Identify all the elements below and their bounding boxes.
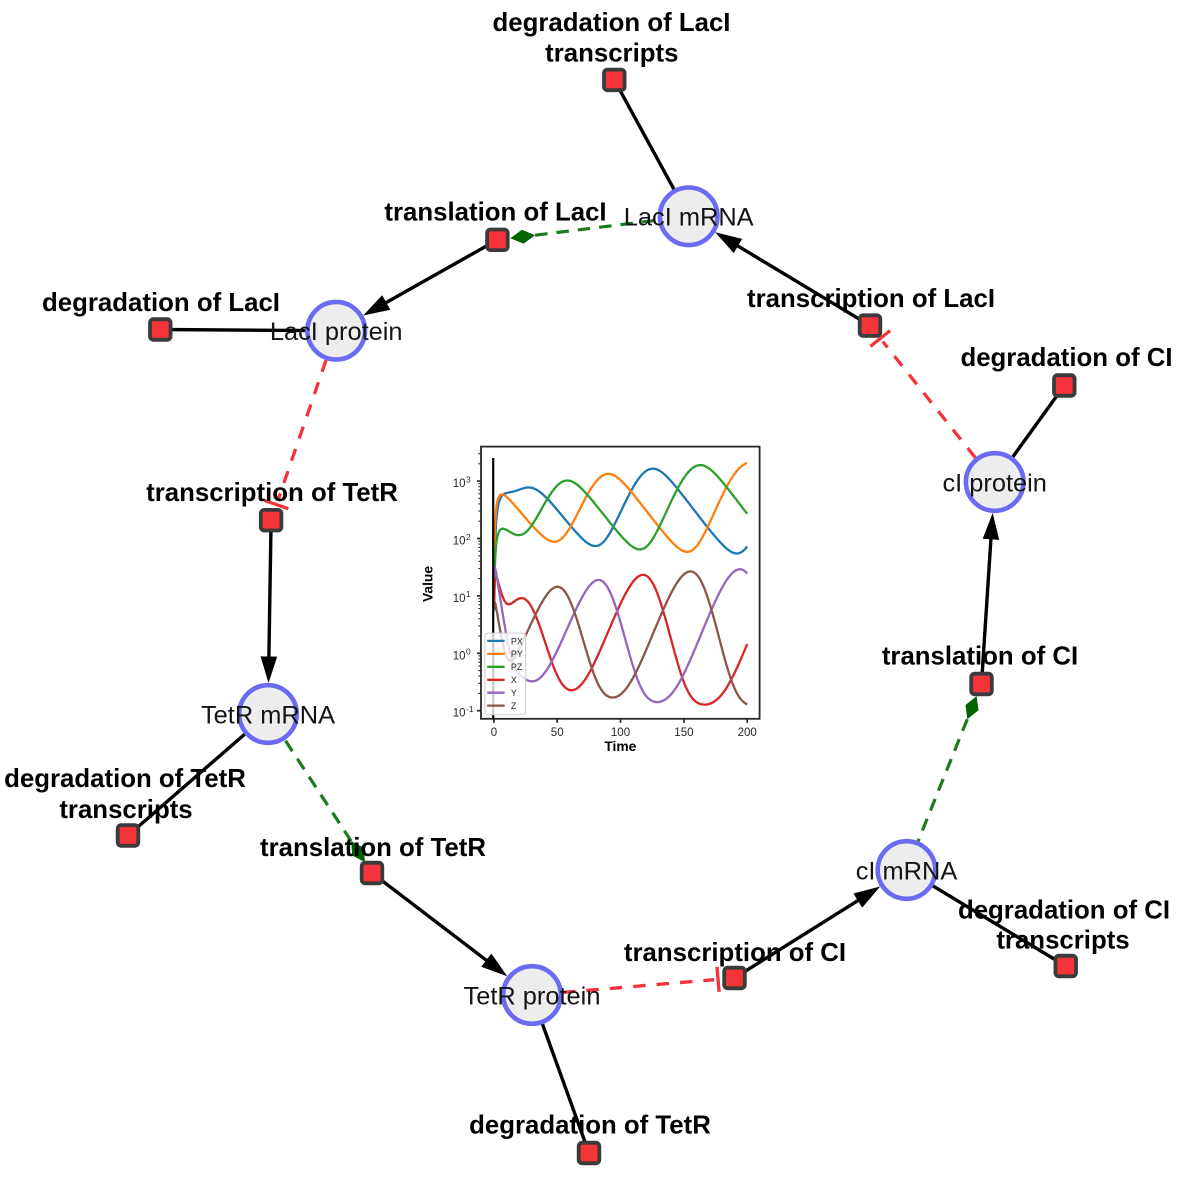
svg-text:10: 10 [453, 536, 466, 548]
svg-text:degradation of TetR: degradation of TetR [4, 765, 246, 793]
svg-text:transcription of LacI: transcription of LacI [747, 285, 995, 313]
svg-text:translation of LacI: translation of LacI [384, 199, 606, 227]
svg-text:-1: -1 [466, 704, 474, 714]
svg-text:transcripts: transcripts [996, 927, 1129, 955]
svg-text:LacI mRNA: LacI mRNA [624, 204, 754, 232]
svg-text:0: 0 [491, 727, 497, 739]
svg-text:PY: PY [511, 649, 523, 659]
svg-text:transcription of TetR: transcription of TetR [146, 479, 398, 507]
svg-text:Value: Value [420, 566, 435, 602]
svg-text:TetR protein: TetR protein [464, 982, 601, 1010]
svg-text:cI protein: cI protein [942, 469, 1046, 497]
svg-text:Y: Y [511, 688, 517, 698]
svg-text:10: 10 [453, 708, 466, 720]
svg-text:translation of CI: translation of CI [882, 643, 1078, 671]
svg-text:degradation of CI: degradation of CI [960, 344, 1172, 372]
svg-text:1: 1 [466, 589, 471, 599]
svg-text:50: 50 [551, 727, 564, 739]
svg-text:Z: Z [511, 701, 517, 711]
svg-text:degradation of LacI: degradation of LacI [493, 9, 731, 37]
svg-text:Time: Time [604, 739, 636, 754]
svg-text:degradation of LacI: degradation of LacI [42, 289, 280, 317]
svg-text:10: 10 [453, 593, 466, 605]
svg-text:X: X [511, 675, 517, 685]
svg-text:200: 200 [738, 727, 757, 739]
svg-text:degradation of TetR: degradation of TetR [469, 1112, 711, 1140]
svg-text:2: 2 [466, 532, 471, 542]
svg-text:transcription of CI: transcription of CI [624, 939, 846, 967]
svg-text:0: 0 [466, 647, 471, 657]
svg-text:PZ: PZ [511, 662, 523, 672]
svg-text:10: 10 [453, 650, 466, 662]
svg-text:150: 150 [674, 727, 693, 739]
svg-text:3: 3 [466, 474, 471, 484]
svg-text:cI mRNA: cI mRNA [856, 857, 958, 885]
svg-text:transcripts: transcripts [59, 796, 192, 824]
svg-text:degradation of CI: degradation of CI [958, 897, 1170, 925]
svg-text:10: 10 [453, 478, 466, 490]
svg-text:TetR mRNA: TetR mRNA [201, 701, 335, 729]
svg-text:translation of TetR: translation of TetR [260, 834, 486, 862]
svg-text:100: 100 [611, 727, 630, 739]
svg-text:PX: PX [511, 636, 523, 646]
svg-text:LacI protein: LacI protein [270, 318, 403, 346]
svg-text:transcripts: transcripts [545, 40, 678, 68]
